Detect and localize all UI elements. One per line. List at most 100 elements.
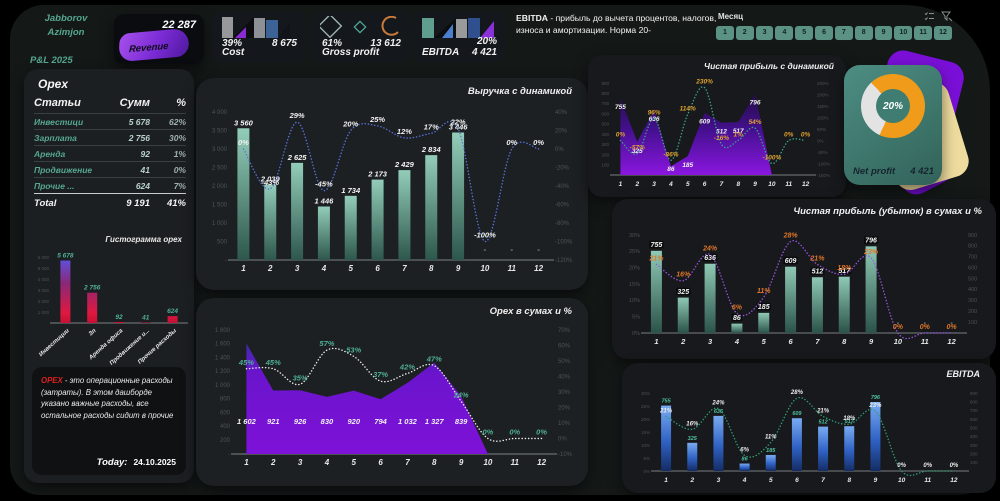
svg-text:325: 325 [688, 436, 698, 442]
svg-text:20%: 20% [342, 120, 358, 129]
svg-text:200: 200 [220, 438, 231, 444]
svg-text:0%: 0% [558, 436, 567, 442]
ebitda-chart[interactable]: 30% 25% 20% 15% 10% 5% 0% 900 800 700 600 500 400 300… [625, 379, 993, 489]
total-sum: 9 191 [126, 197, 150, 209]
svg-text:86: 86 [733, 315, 741, 322]
net-profit-gauge-stack: 20% Net profit 4 421 [838, 47, 973, 203]
opex-histogram-chart[interactable]: 6 000 5 000 4 000 3 000 2 000 1 000 Инвестиции… [26, 245, 190, 365]
month-button-8[interactable]: 8 [854, 26, 873, 40]
opex-chart[interactable]: 1 800 1 600 1 400 1 200 1 000 800 600 400 200-70… [199, 314, 585, 480]
svg-text:3 446: 3 446 [449, 122, 469, 131]
svg-text:9: 9 [459, 458, 464, 467]
month-button-3[interactable]: 3 [755, 26, 774, 40]
svg-text:29%: 29% [289, 111, 305, 120]
net-profit-bars-chart[interactable]: 30% 25% 20% 15% 10% 5% 0% 900 800 700 600 500 400 300… [615, 217, 993, 355]
svg-text:2: 2 [634, 181, 639, 188]
kpi-card-gross-profit[interactable]: 61% 13 612 Gross profit [312, 12, 410, 62]
today-date: 24.10.2025 [133, 457, 176, 467]
month-button-10[interactable]: 10 [894, 26, 913, 40]
svg-text:70%: 70% [558, 328, 571, 334]
month-button-1[interactable]: 1 [716, 26, 734, 40]
svg-text:3 500: 3 500 [212, 128, 228, 134]
svg-text:230%: 230% [695, 79, 713, 86]
svg-text:3: 3 [298, 458, 303, 467]
multi-select-icon[interactable] [924, 9, 935, 27]
net-profit-area-panel: Чистая прибыль с динамикой 900 800 700 600 5… [588, 55, 846, 197]
svg-text:755: 755 [661, 399, 671, 405]
opex-note-card: OPEX - это операционные расходы (затраты… [32, 367, 186, 475]
opex-histogram-title: Гистограмма opex [105, 235, 182, 244]
svg-text:400: 400 [220, 424, 231, 430]
month-button-12[interactable]: 12 [934, 26, 952, 40]
svg-text:700: 700 [970, 408, 978, 413]
svg-text:7: 7 [815, 337, 820, 346]
opex-table-row: Аренда 92 1% [34, 145, 186, 161]
opex-note-term: OPEX [41, 376, 63, 385]
svg-text:400: 400 [970, 434, 978, 439]
month-button-11[interactable]: 11 [914, 26, 933, 40]
svg-text:22%: 22% [450, 118, 466, 127]
svg-text:200: 200 [970, 451, 978, 456]
today-row: Today: 24.10.2025 [97, 457, 176, 468]
revenue-chart[interactable]: 4 000 3 500 3 000 2 500 2 000 1 500 1 000 500-4… [198, 92, 586, 286]
svg-text:200%: 200% [817, 92, 829, 97]
revenue-value: 22 287 [162, 19, 196, 31]
svg-text:0%: 0% [893, 324, 904, 331]
svg-text:830: 830 [321, 417, 334, 426]
month-button-2[interactable]: 2 [735, 26, 754, 40]
svg-text:3: 3 [708, 337, 713, 346]
svg-text:794: 794 [374, 417, 387, 426]
svg-text:-: - [228, 452, 230, 458]
svg-text:5%: 5% [643, 456, 650, 461]
svg-text:50%: 50% [558, 359, 571, 365]
report-subtitle: P&L 2025 [30, 55, 73, 66]
col-articles: Статьи [34, 97, 81, 109]
month-button-4[interactable]: 4 [775, 26, 794, 40]
svg-text:4 000: 4 000 [212, 110, 228, 116]
svg-text:-: - [924, 320, 927, 327]
svg-text:-50%: -50% [817, 150, 828, 155]
clear-filter-icon[interactable] [941, 9, 953, 27]
kpi-card-ebitda[interactable]: 20% EBITDA 4 421 [412, 12, 506, 62]
svg-text:800: 800 [968, 244, 977, 250]
svg-text:600: 600 [968, 265, 977, 271]
svg-text:700: 700 [601, 101, 609, 106]
svg-text:300: 300 [968, 298, 977, 304]
svg-text:1 600: 1 600 [215, 342, 231, 348]
svg-text:636: 636 [649, 116, 660, 123]
svg-text:-20%: -20% [555, 165, 570, 171]
month-button-6[interactable]: 6 [815, 26, 833, 40]
svg-text:18%: 18% [837, 265, 852, 272]
svg-text:15%: 15% [629, 282, 640, 288]
month-button-9[interactable]: 9 [874, 26, 893, 40]
month-button-7[interactable]: 7 [834, 26, 853, 40]
net-profit-gauge-card[interactable]: 20% Net profit 4 421 [844, 65, 942, 185]
svg-text:5: 5 [349, 264, 354, 273]
net-profit-area-chart[interactable]: 900 800 700 600 500 400 300 200 100 250% 200% 150% 1… [590, 69, 844, 193]
svg-text:0%: 0% [801, 132, 811, 139]
svg-text:-16%: -16% [714, 135, 729, 142]
svg-text:4: 4 [324, 458, 330, 467]
svg-text:9: 9 [874, 477, 878, 484]
cost-bars-icon [220, 16, 294, 43]
svg-text:-80%: -80% [555, 221, 570, 227]
net-profit-bars-title: Чистая прибыль (убыток) в сумах и % [793, 206, 982, 217]
kpi-card-revenue[interactable]: 22 287 Revenue [114, 14, 204, 64]
svg-text:15%: 15% [641, 430, 650, 435]
svg-text:796: 796 [871, 395, 881, 401]
svg-text:12: 12 [534, 264, 543, 273]
svg-text:35%: 35% [293, 373, 308, 382]
svg-text:-86%: -86% [663, 151, 678, 158]
svg-text:1 000: 1 000 [215, 383, 231, 389]
svg-text:21%: 21% [659, 408, 673, 414]
month-button-5[interactable]: 5 [795, 26, 814, 40]
svg-text:20%: 20% [555, 128, 568, 134]
kpi-card-cost[interactable]: 39% 8 675 Cost [212, 12, 306, 62]
svg-text:400: 400 [601, 132, 609, 137]
svg-text:1: 1 [244, 458, 249, 467]
svg-text:1 032: 1 032 [398, 417, 418, 426]
cost-value: 8 675 [271, 38, 297, 49]
svg-text:636: 636 [704, 255, 716, 262]
svg-text:512: 512 [818, 420, 827, 426]
opex-table-title: Opex [38, 77, 69, 91]
